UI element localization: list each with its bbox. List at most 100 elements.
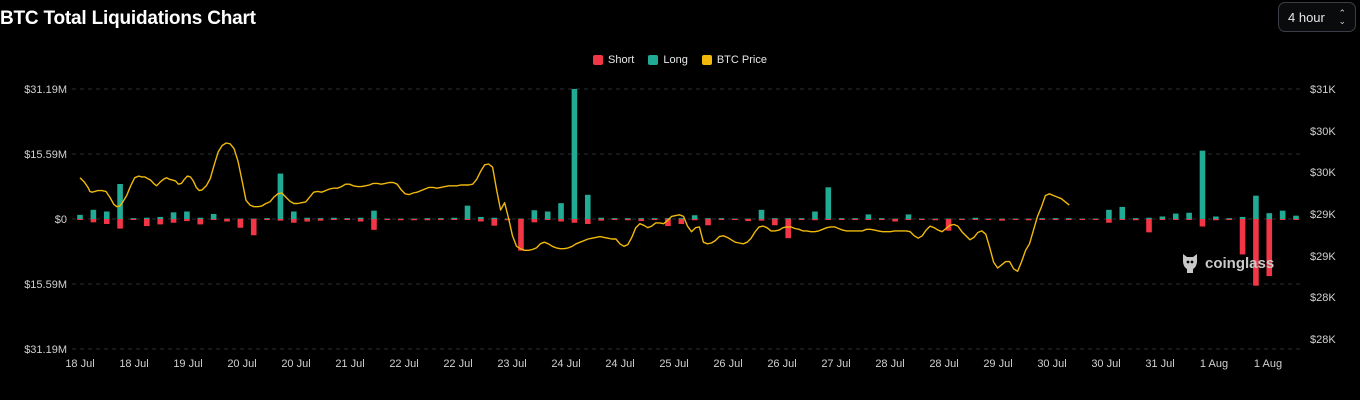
short-bar: [1199, 219, 1206, 227]
short-bar: [1186, 219, 1192, 220]
long-bar: [852, 218, 858, 220]
y-right-tick-label: $29K: [1310, 209, 1336, 221]
short-bar: [772, 219, 778, 226]
long-bar: [357, 217, 364, 219]
legend-label-long: Long: [663, 54, 688, 66]
long-bar: [691, 215, 698, 219]
short-bar: [1066, 219, 1072, 220]
short-bar: [584, 219, 591, 225]
short-bar: [451, 219, 457, 220]
short-bar: [665, 219, 671, 227]
short-bar: [130, 219, 137, 220]
short-bar: [932, 219, 939, 221]
x-tick-label: 20 Jul: [281, 358, 310, 370]
x-tick-label: 22 Jul: [443, 358, 472, 370]
x-tick-label: 24 Jul: [605, 358, 634, 370]
short-bar: [945, 219, 952, 231]
long-bar: [1106, 209, 1112, 219]
short-bar: [1226, 219, 1232, 220]
long-bar: [1119, 206, 1126, 219]
coinglass-logo-icon: [1183, 254, 1197, 273]
legend-item-short[interactable]: Short: [593, 54, 634, 66]
legend-item-long[interactable]: Long: [648, 54, 688, 66]
long-bar: [424, 218, 431, 220]
short-bar: [384, 219, 391, 220]
long-bar: [1213, 216, 1219, 219]
short-bar: [1106, 219, 1112, 223]
long-bar: [865, 214, 872, 219]
long-bar: [451, 217, 457, 219]
short-bar: [144, 219, 150, 227]
chevron-updown-icon: ⌃ ⌄: [1338, 8, 1346, 26]
legend-item-price[interactable]: BTC Price: [701, 54, 767, 66]
short-bar: [317, 219, 324, 221]
short-bar: [371, 219, 377, 230]
short-bar: [691, 219, 698, 221]
long-bar: [651, 218, 658, 220]
short-bar: [504, 219, 511, 221]
short-bar: [437, 219, 444, 220]
long-bar: [678, 218, 685, 220]
long-bar: [838, 218, 845, 220]
x-tick-label: 30 Jul: [1091, 358, 1120, 370]
short-bar: [170, 219, 177, 223]
btc-price-line: [79, 142, 1070, 272]
long-bar: [972, 217, 979, 219]
long-bar: [531, 210, 538, 219]
short-bar: [344, 219, 351, 220]
long-bar: [1186, 212, 1192, 219]
x-tick-label: 30 Jul: [1037, 358, 1066, 370]
short-bar: [357, 219, 364, 222]
short-bar: [1012, 219, 1019, 220]
long-bar: [1239, 216, 1246, 219]
long-bar: [571, 88, 578, 220]
long-bar: [1293, 215, 1299, 219]
x-tick-label: 24 Jul: [551, 358, 580, 370]
short-bar: [518, 219, 524, 251]
long-bar: [144, 217, 150, 219]
long-bar: [1172, 213, 1179, 219]
long-bar: [1039, 218, 1045, 220]
x-tick-label: 19 Jul: [173, 358, 202, 370]
short-bar: [571, 219, 578, 223]
x-tick-label: 27 Jul: [821, 358, 850, 370]
short-bar: [277, 219, 284, 221]
y-left-tick-label: $31.19M: [24, 84, 67, 96]
y-right-tick-label: $29K: [1310, 251, 1336, 263]
long-bar: [598, 217, 604, 219]
x-tick-label: 22 Jul: [389, 358, 418, 370]
short-bar: [919, 219, 925, 220]
chart-legend: Short Long BTC Price: [0, 54, 1360, 66]
short-bar: [1159, 219, 1166, 220]
short-bar: [117, 219, 123, 229]
short-bar: [491, 219, 498, 226]
short-bar: [1239, 219, 1246, 255]
x-tick-label: 28 Jul: [929, 358, 958, 370]
short-bar: [77, 219, 83, 220]
short-bar: [745, 219, 751, 222]
long-bar: [437, 218, 444, 220]
long-bar: [1226, 218, 1232, 220]
short-bar: [1146, 219, 1152, 233]
interval-select[interactable]: 4 hour ⌃ ⌄: [1278, 2, 1356, 32]
long-bar: [665, 218, 671, 220]
y-left-tick-label: $0: [55, 214, 67, 226]
short-bars: [77, 219, 1299, 286]
short-bar: [558, 219, 564, 222]
legend-swatch-long: [648, 55, 659, 65]
short-bar: [625, 219, 631, 221]
long-bar: [798, 218, 805, 220]
long-bar: [277, 173, 284, 219]
long-bar: [344, 218, 351, 220]
short-bar: [1253, 219, 1259, 286]
short-bar: [999, 219, 1005, 221]
long-bar: [812, 211, 818, 219]
short-bar: [1039, 219, 1045, 220]
short-bar: [264, 219, 270, 220]
short-bar: [1079, 219, 1086, 220]
short-bar: [237, 219, 244, 228]
short-bar: [798, 219, 805, 220]
long-bar: [197, 217, 204, 219]
short-bar: [397, 219, 404, 221]
long-bar: [1132, 218, 1139, 220]
